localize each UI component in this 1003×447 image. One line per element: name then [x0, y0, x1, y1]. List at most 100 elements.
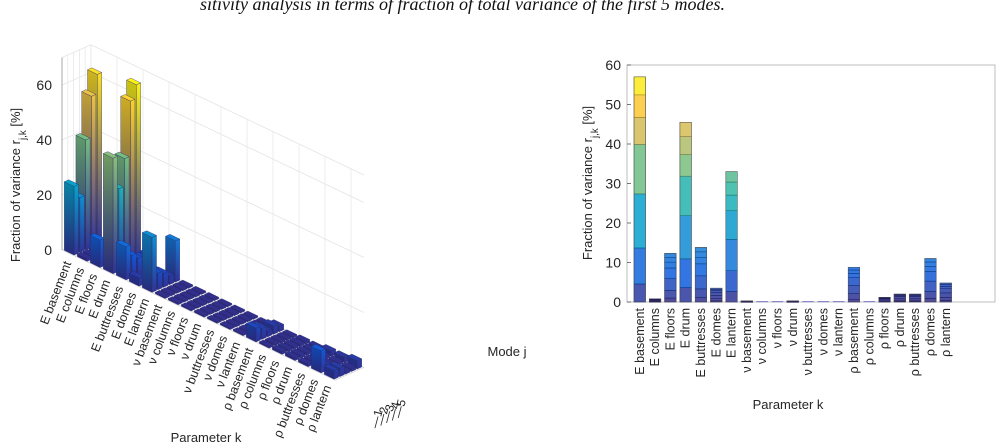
bar [771, 301, 784, 303]
bar-top-face [192, 297, 208, 305]
bar-segment [863, 301, 875, 303]
bar-segment [832, 301, 845, 303]
x-axis-label: Parameter k [753, 397, 824, 412]
bar-outline [649, 298, 662, 303]
bar-top-face [191, 286, 207, 294]
bar-segment [710, 295, 723, 299]
bar-side-face [97, 72, 102, 246]
bar-segment [847, 269, 860, 274]
gridline [334, 367, 365, 381]
bar-segment [679, 175, 692, 216]
bar-side-face [91, 94, 97, 248]
bar [909, 293, 922, 303]
bar-front-face [64, 181, 75, 256]
bar-top-face [237, 313, 253, 321]
bar-segment [679, 215, 692, 260]
bar-segment [756, 301, 768, 303]
bar [232, 327, 248, 337]
x-axis-label: Parameter k [171, 430, 242, 445]
bar [89, 233, 105, 268]
bar-segment [725, 270, 738, 292]
y-tick-label: 20 [605, 215, 621, 231]
x-tick-label: ν basement [740, 307, 754, 372]
bar-segment [664, 297, 677, 303]
bar-outline [740, 300, 753, 303]
bar-side-face [151, 235, 157, 293]
bar-top-face [186, 299, 202, 307]
x-tick-label: ν floors [771, 308, 785, 348]
bar-segment [939, 297, 952, 301]
bar-top-face [258, 339, 274, 347]
mode-tick-label: —2 [373, 405, 391, 427]
bar-top-face [102, 151, 118, 159]
bar-top-face [329, 361, 345, 369]
bar-side-face [79, 195, 85, 253]
bar-segment [633, 247, 646, 285]
bar-outline [878, 297, 891, 303]
bar-top-face [289, 337, 305, 345]
bar-segment [633, 193, 646, 249]
bar-segment [725, 291, 738, 303]
bar-outline [939, 282, 952, 303]
bar [206, 314, 222, 324]
bar-segment [633, 117, 646, 145]
bar-front-face [90, 235, 101, 268]
bar-segment [694, 297, 707, 303]
mode-tick-label: —4 [385, 400, 403, 422]
bar-segment [847, 298, 860, 303]
bar-top-face [225, 318, 241, 326]
bar-segment [633, 283, 646, 303]
bar-segment [679, 154, 692, 177]
bar-segment [694, 275, 707, 290]
bar-top-face [323, 364, 339, 372]
bar-top-face [321, 344, 337, 352]
bar-outline [633, 76, 646, 303]
x-tick-label: E drum [679, 308, 693, 348]
bar-segment [924, 298, 937, 303]
bar-segment [633, 76, 646, 96]
bar [323, 364, 339, 380]
bar-outline [847, 266, 860, 303]
bar [76, 251, 92, 262]
bar-side-face [261, 326, 267, 340]
y-tick-label: 40 [36, 132, 52, 148]
x-tick-label: ρ lantern [939, 308, 953, 357]
bar-top-face [63, 179, 79, 187]
bar-top-face [328, 355, 344, 363]
bar [633, 76, 646, 303]
bar-segment [847, 273, 860, 278]
bar [649, 298, 662, 303]
mode-axis-label: Mode j [487, 344, 526, 359]
bar [258, 339, 274, 349]
bar-top-face [212, 312, 228, 320]
bar-top-face [206, 314, 222, 322]
bar-segment [817, 301, 830, 303]
bar-segment [771, 301, 784, 303]
bar-outline [725, 171, 738, 303]
bar-segment [679, 258, 692, 288]
bar-front-face [116, 241, 127, 281]
mode-tick-labels: —1—2—3—4—5 [367, 398, 409, 430]
bar-segment [893, 296, 906, 299]
x-tick-label: ρ buttresses [908, 308, 922, 376]
bar-outline [679, 122, 692, 303]
bar-segment [893, 297, 906, 301]
bar-segment [725, 194, 738, 212]
bar-segment [664, 290, 677, 299]
bar-top-face [198, 294, 214, 302]
bar-outline [710, 287, 723, 303]
bar-top-face [193, 308, 209, 316]
bar-top-face [126, 77, 142, 85]
x-tick-label: ρ basement [847, 307, 861, 373]
bar-top-face [243, 310, 259, 318]
bar-segment [664, 278, 677, 291]
bar-top-face [296, 345, 312, 353]
bar-front-face [142, 232, 153, 293]
bar-segment [679, 287, 692, 303]
bar-segment [664, 253, 677, 258]
x-tick-label: ρ columns [862, 308, 876, 365]
bar [102, 151, 118, 275]
bar-top-face [180, 302, 196, 310]
bar-outline [924, 258, 937, 303]
